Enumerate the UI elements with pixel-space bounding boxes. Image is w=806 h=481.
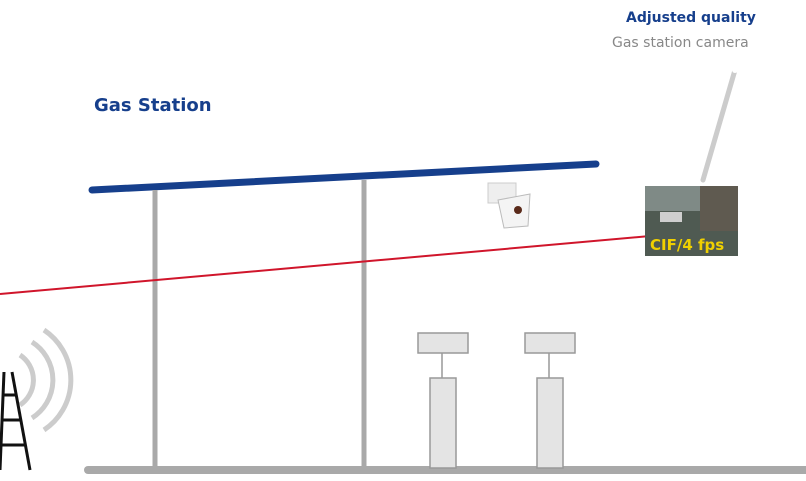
ladder (0, 371, 32, 471)
signal-line (0, 235, 651, 295)
roof (88, 160, 600, 194)
callout-subtitle: Gas station camera (612, 35, 749, 51)
callout-dot (732, 67, 738, 73)
thumbnail-label: CIF/4 fps (650, 236, 724, 254)
wireless-icon (18, 327, 74, 433)
pump (417, 332, 469, 469)
camera-icon (487, 182, 531, 229)
camera-thumbnail: CIF/4 fps (645, 186, 738, 256)
callout-title: Adjusted quality (626, 10, 756, 26)
title: Gas Station (94, 95, 212, 116)
pump (524, 332, 576, 469)
callout-pointer (700, 67, 738, 183)
